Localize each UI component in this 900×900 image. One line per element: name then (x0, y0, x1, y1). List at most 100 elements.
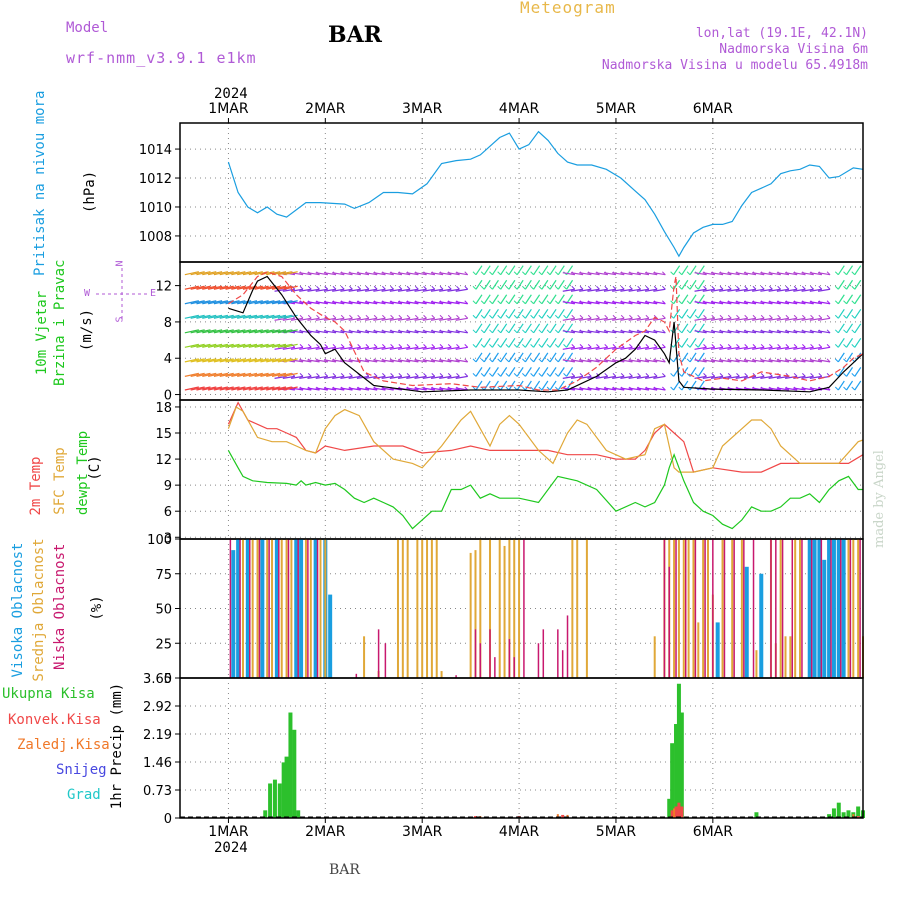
wind-arrow (570, 330, 584, 334)
wind-arrow (620, 346, 633, 350)
wind-arrow (681, 308, 689, 319)
wind-arrow (809, 288, 822, 292)
wind-arrow (727, 330, 740, 334)
bar-cloud-low (229, 539, 232, 678)
wind-arrow (719, 288, 732, 292)
wind-arrow (587, 359, 600, 363)
wind-arrow (348, 330, 361, 334)
bar-cloud-mid (256, 539, 259, 678)
wind-arrow (447, 288, 460, 292)
wind-arrow (760, 346, 773, 350)
wind-arrow (768, 346, 781, 350)
wind-arrow-head (340, 343, 345, 348)
wind-arrow-head (373, 285, 378, 290)
wind-arrow (447, 387, 460, 391)
wind-arrow (760, 317, 773, 321)
wind-arrow-head (489, 271, 493, 276)
wind-arrow-head (513, 314, 518, 319)
wind-arrow-strong (237, 329, 252, 334)
bar-cloud-low (278, 539, 280, 678)
wind-arrow (612, 288, 625, 292)
wind-arrow (846, 380, 854, 391)
wind-arrow-strong (248, 358, 263, 363)
wind-arrow-head (324, 373, 329, 377)
wind-arrow-head (670, 271, 674, 276)
wind-arrow (524, 308, 532, 319)
wind-arrow-head (810, 343, 814, 348)
wind-arrow-head (497, 285, 502, 290)
wind-arrow (846, 294, 854, 305)
wind-arrow-head (662, 343, 666, 348)
wind-arrow-head (843, 358, 847, 363)
wind-arrow-strong (207, 300, 223, 305)
wind-arrow-head (382, 373, 386, 377)
wind-arrow (340, 288, 353, 292)
wind-arrow (689, 352, 697, 363)
wind-arrow (719, 375, 732, 379)
bar-precip-total (827, 814, 832, 818)
wind-arrow-head (662, 300, 666, 305)
wind-arrow (793, 387, 806, 391)
bar-cloud-low (801, 539, 803, 678)
wind-arrow (439, 387, 452, 391)
wind-arrow (282, 375, 295, 379)
wind-arrow-head (719, 343, 724, 348)
wind-arrow (381, 288, 394, 292)
wind-arrow-head (826, 300, 831, 305)
wind-arrow-strong (266, 285, 281, 290)
wind-arrow-head (464, 358, 469, 363)
wind-arrow (727, 301, 740, 305)
wind-arrow (719, 301, 732, 305)
wind-arrow-head (472, 358, 477, 363)
wind-arrow (603, 301, 617, 305)
bar-cloud-high (294, 539, 299, 678)
bar-cloud-mid (406, 539, 409, 678)
wind-arrow (801, 359, 814, 363)
x-tick-label-bottom: 6MAR (693, 824, 734, 840)
wind-arrow (557, 380, 565, 391)
bar-cloud-high (812, 539, 817, 678)
wind-arrow (389, 317, 402, 321)
wind-arrow-head (513, 300, 518, 305)
wind-arrow (508, 308, 516, 319)
wind-arrow (323, 387, 337, 391)
wind-arrow (307, 375, 320, 379)
wind-arrow (645, 359, 658, 363)
bar-cloud-low (775, 539, 777, 678)
wind-arrow (430, 288, 444, 292)
wind-arrow (562, 317, 575, 321)
wind-arrow (776, 346, 789, 350)
wind-arrow (299, 330, 312, 334)
wind-arrow-head (530, 271, 534, 276)
wind-arrow-strong (207, 329, 223, 334)
wind-arrow (570, 346, 584, 350)
wind-arrow (785, 387, 798, 391)
bar-cloud-high (274, 539, 279, 678)
wind-arrow (776, 359, 789, 363)
wind-arrow (776, 288, 789, 292)
wind-arrow (373, 317, 386, 321)
wind-arrow (752, 301, 765, 305)
wind-arrow (439, 317, 452, 321)
wind-arrow-head (546, 373, 551, 377)
wind-arrow-strong (202, 372, 217, 377)
wind-arrow-strong (283, 271, 298, 276)
wind-arrow-head (554, 300, 559, 305)
y-tick-label: 0 (164, 672, 172, 687)
wind-arrow (557, 323, 565, 334)
wind-arrow-head (522, 329, 526, 334)
legend-total-rain: Ukupna Kisa (2, 686, 95, 702)
bar-cloud-mid (687, 539, 690, 678)
panel-frame (179, 677, 864, 819)
wind-arrow (549, 294, 557, 305)
wind-arrow (348, 346, 361, 350)
wind-arrow-head (686, 329, 691, 334)
wind-arrow (323, 359, 337, 363)
wind-arrow-head (760, 314, 765, 319)
wind-arrow-head (686, 343, 691, 348)
wind-arrow (414, 272, 427, 276)
wind-arrow (760, 301, 773, 305)
wind-arrow-head (414, 314, 419, 319)
wind-arrow (694, 272, 707, 276)
wind-arrow-head (340, 285, 345, 290)
